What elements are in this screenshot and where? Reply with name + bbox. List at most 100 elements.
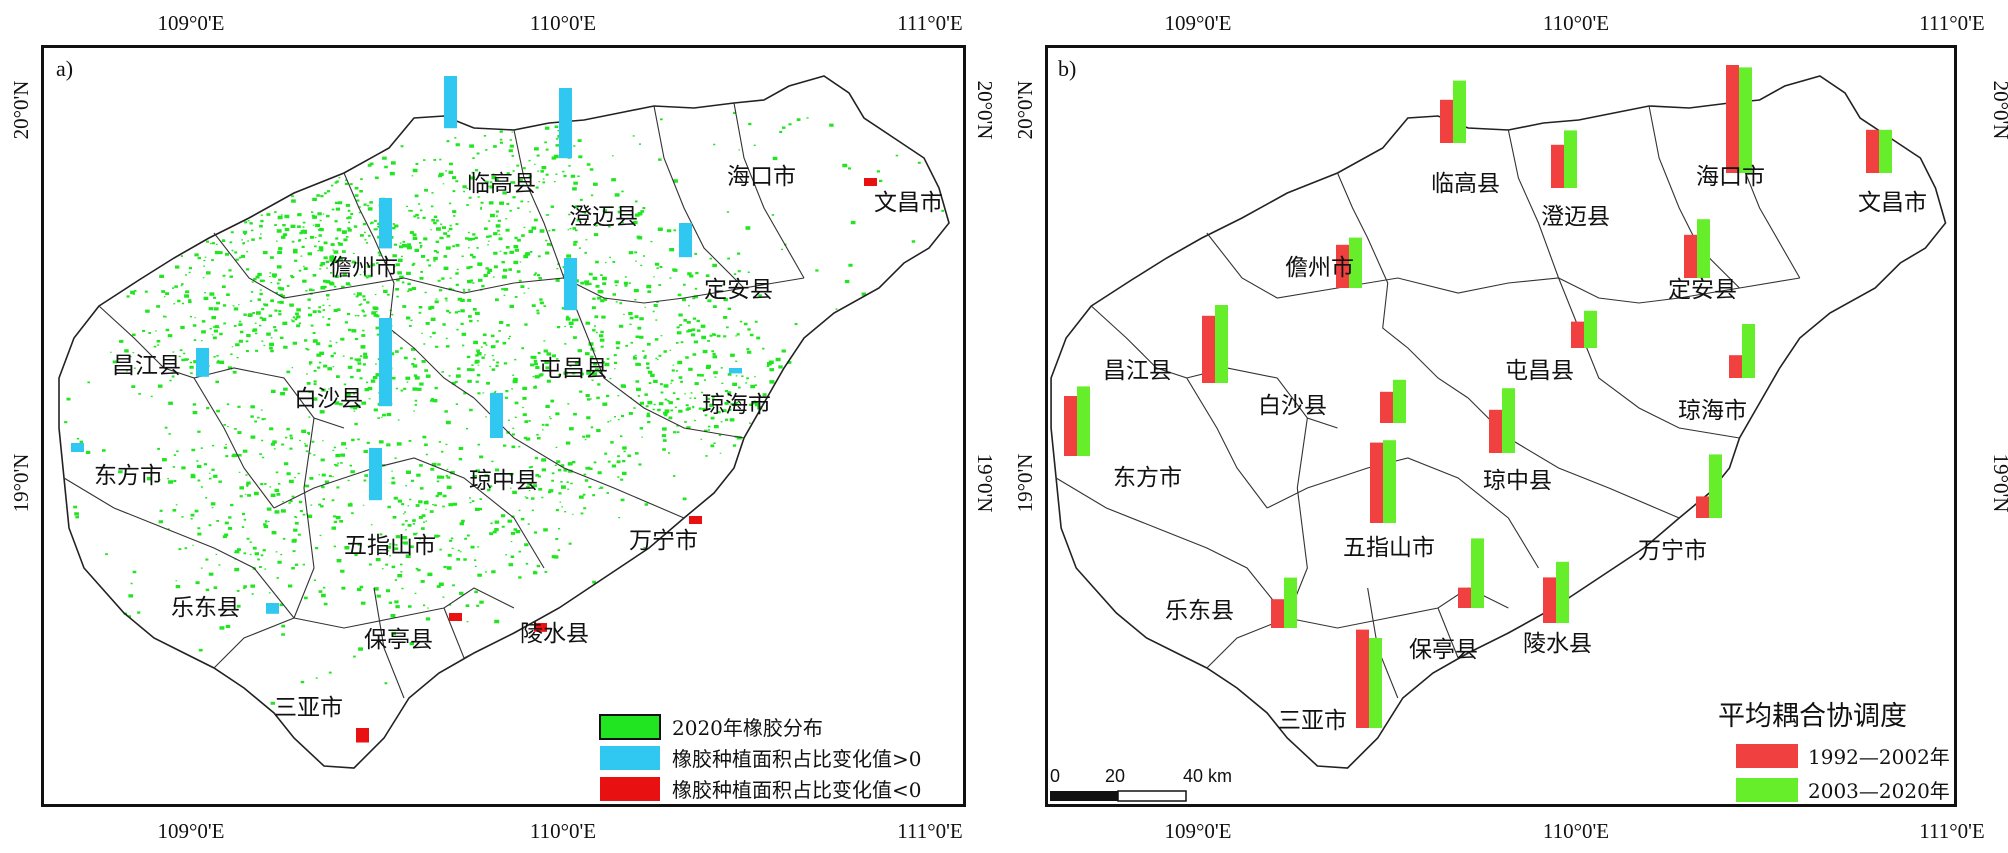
coupling-bar-1992-2002: [1571, 321, 1584, 348]
tick-a-right-19: 19°0'N: [973, 454, 997, 513]
county-boundary: [294, 418, 314, 618]
rubber-increase-bar: [71, 443, 84, 452]
tick-b-bottom-111: 111°0'E: [1919, 819, 1984, 843]
tick-a-top-110: 110°0'E: [530, 11, 596, 35]
tick-b-top-111: 111°0'E: [1919, 11, 1984, 35]
county-boundary: [514, 130, 564, 278]
coupling-bar-1992-2002: [1866, 129, 1879, 173]
county-label-e799bde6b299e58ebf: 白沙县: [294, 386, 363, 412]
county-boundary: [294, 588, 514, 628]
coupling-bar-1992-2002: [1271, 599, 1284, 628]
county-label-b-e6988ce6b19fe58ebf: 昌江县: [1103, 358, 1172, 384]
county-label-b-e5b1afe6988ce58ebf: 屯昌县: [1505, 358, 1574, 384]
tick-a-right-20: 20°0'N: [973, 81, 997, 140]
county-label-e5ae9ae5ae89e58ebf: 定安县: [704, 277, 773, 303]
coupling-bar-2003-2020: [1215, 305, 1228, 383]
tick-a-top-111: 111°0'E: [897, 11, 962, 35]
tick-b-top-110: 110°0'E: [1543, 11, 1609, 35]
island-coastline: [59, 76, 949, 768]
county-label-e790bce4b8ade58ebf: 琼中县: [469, 468, 538, 494]
county-label-e4b990e4b89ce58ebf: 乐东县: [171, 595, 240, 621]
coupling-bar-1992-2002: [1458, 587, 1471, 608]
scale-bar: 0 20 40 km: [1050, 766, 1232, 802]
rubber-increase-bar: [196, 348, 209, 377]
panel-a-letter: a): [56, 56, 73, 81]
rubber-increase-bar: [379, 198, 392, 249]
island-coastline: [1051, 76, 1945, 768]
county-boundary: [1559, 278, 1740, 438]
county-boundary: [734, 103, 804, 278]
coupling-bar-2003-2020: [1284, 577, 1297, 628]
county-boundary: [194, 368, 344, 428]
legend-swatch-rubber-2020: [599, 714, 661, 740]
county-boundary: [1207, 233, 1800, 303]
county-boundary: [214, 618, 294, 668]
legend-swatch-increase: [600, 746, 660, 770]
county-label-e5848be5b79ee5b882: 儋州市: [329, 255, 398, 281]
rubber-change-bars: [71, 76, 877, 743]
coupling-bar-2003-2020: [1709, 454, 1722, 518]
county-label-b-e4b8b4e9ab98e58ebf: 临高县: [1431, 171, 1500, 197]
legend-label-rubber-2020: 2020年橡胶分布: [672, 716, 823, 740]
coupling-bar-1992-2002: [1440, 99, 1453, 143]
legend-label-2003-2020: 2003—2020年: [1808, 779, 1950, 803]
county-label-b-e5848be5b79ee5b882: 儋州市: [1285, 255, 1354, 281]
coupling-bar-2003-2020: [1584, 310, 1597, 348]
county-label-e4b889e4ba9ae5b882: 三亚市: [274, 695, 343, 721]
coupling-bar-2003-2020: [1556, 561, 1569, 623]
county-boundary: [344, 173, 474, 398]
coupling-bars: [1064, 65, 1892, 728]
county-label-e999b5e6b0b4e58ebf: 陵水县: [520, 621, 589, 647]
county-boundary: [1207, 618, 1287, 668]
coupling-bar-2003-2020: [1453, 80, 1466, 143]
county-boundary: [1508, 130, 1558, 278]
legend-swatch-decrease: [600, 777, 660, 801]
county-label-b-e4b990e4b89ce58ebf: 乐东县: [1165, 598, 1234, 624]
county-label-b-e999b5e6b0b4e58ebf: 陵水县: [1523, 631, 1592, 657]
rubber-increase-bar: [369, 448, 382, 501]
county-label-e4ba94e68c87e5b1b1e5b882: 五指山市: [344, 533, 436, 559]
scale-label-20: 20: [1105, 766, 1125, 786]
coupling-bar-1992-2002: [1551, 144, 1564, 188]
coupling-bar-2003-2020: [1502, 388, 1515, 453]
county-boundary: [444, 608, 474, 658]
rubber-increase-bar: [564, 258, 577, 311]
county-label-b-e4b887e5ae81e5b882: 万宁市: [1638, 538, 1707, 564]
county-label-b-e790bce6b5b7e5b882: 琼海市: [1678, 398, 1747, 424]
legend-label-1992-2002: 1992—2002年: [1808, 745, 1950, 769]
rubber-increase-bar: [679, 223, 692, 258]
county-label-e6b5b7e58fa3e5b882: 海口市: [727, 164, 796, 190]
county-label-b-e69687e6988ce5b882: 文昌市: [1858, 190, 1927, 216]
coupling-bar-2003-2020: [1564, 130, 1577, 188]
legend-label-increase: 橡胶种植面积占比变化值>0: [672, 747, 921, 771]
coupling-bar-1992-2002: [1202, 315, 1215, 383]
legend-a: 2020年橡胶分布 橡胶种植面积占比变化值>0 橡胶种植面积占比变化值<0: [599, 714, 921, 802]
coupling-bar-1992-2002: [1726, 65, 1739, 173]
county-label-b-e6b5b7e58fa3e5b882: 海口市: [1696, 164, 1765, 190]
county-label-b-e6be84e8bf88e58ebf: 澄迈县: [1541, 204, 1610, 230]
county-label-e6be84e8bf88e58ebf: 澄迈县: [569, 204, 638, 230]
county-label-b-e4b889e4ba9ae5b882: 三亚市: [1278, 708, 1347, 734]
scale-segment-black: [1050, 791, 1118, 801]
rubber-increase-bar: [559, 88, 572, 159]
county-boundary: [1649, 106, 1739, 288]
map-panel-b: b) 临高县 澄迈县 海口市 文昌市 儋州市 定安县 昌江县 屯昌县 白沙县 琼海市 东方市 琼中县五…: [1045, 45, 1957, 807]
coupling-bar-2003-2020: [1739, 67, 1752, 173]
coupling-bar-1992-2002: [1489, 409, 1502, 453]
coupling-bar-1992-2002: [1684, 234, 1697, 278]
coupling-bar-2003-2020: [1369, 638, 1382, 728]
rubber-decrease-bar: [534, 623, 547, 632]
legend-swatch-1992-2002: [1736, 744, 1798, 768]
county-label-e790bce6b5b7e5b882: 琼海市: [702, 392, 771, 418]
coupling-bar-2003-2020: [1393, 379, 1406, 423]
coupling-bar-1992-2002: [1064, 396, 1077, 456]
county-boundary: [64, 478, 294, 618]
county-label-b-e790bce4b8ade58ebf: 琼中县: [1483, 468, 1552, 494]
county-boundary: [1438, 608, 1468, 658]
tick-b-bottom-109: 109°0'E: [1164, 819, 1231, 843]
coupling-bar-2003-2020: [1697, 219, 1710, 278]
tick-a-bottom-109: 109°0'E: [157, 819, 224, 843]
